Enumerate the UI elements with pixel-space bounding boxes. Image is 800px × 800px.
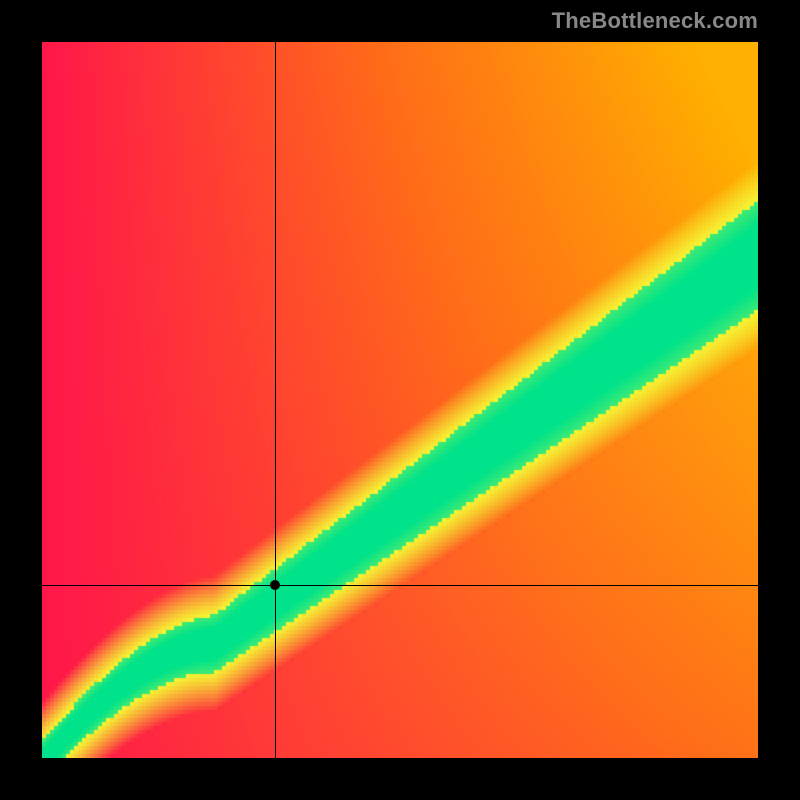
heatmap-canvas — [42, 42, 758, 758]
watermark-text: TheBottleneck.com — [552, 8, 758, 34]
crosshair-vertical — [275, 42, 276, 758]
selection-marker — [270, 580, 280, 590]
bottleneck-heatmap — [42, 42, 758, 758]
crosshair-horizontal — [42, 585, 758, 586]
